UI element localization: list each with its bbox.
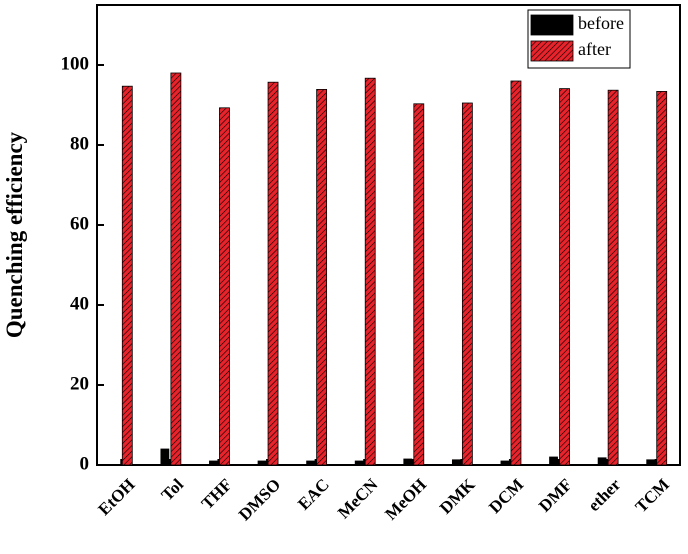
x-tick-label: EtOH xyxy=(94,475,138,519)
bar xyxy=(500,460,510,466)
x-tick-label: EAC xyxy=(294,475,333,514)
y-axis-label: Quenching efficiency xyxy=(2,131,27,338)
y-tick-label: 40 xyxy=(70,293,89,314)
bar-hatch xyxy=(170,73,181,465)
bar xyxy=(306,460,316,466)
y-tick-label: 20 xyxy=(70,373,89,394)
bar-hatch xyxy=(656,91,667,466)
bar xyxy=(549,456,558,466)
bar xyxy=(451,459,461,466)
x-tick-label: MeCN xyxy=(334,474,382,522)
y-tick-label: 60 xyxy=(70,213,89,234)
bar-hatch xyxy=(268,82,279,465)
bar-hatch xyxy=(608,90,619,465)
x-tick-label: Tol xyxy=(157,475,187,505)
legend-hatch xyxy=(531,41,573,61)
bar xyxy=(354,460,364,466)
x-tick-label: ether xyxy=(584,475,624,515)
bar-hatch xyxy=(413,103,424,466)
x-tick-label: TCM xyxy=(632,475,673,516)
legend-label: after xyxy=(578,39,611,59)
bar-hatch xyxy=(462,103,473,465)
legend-label: before xyxy=(578,13,624,33)
bar xyxy=(209,460,218,466)
x-tick-label: THF xyxy=(198,475,236,513)
y-tick-label: 80 xyxy=(70,133,89,154)
plot-frame xyxy=(96,4,681,466)
y-tick-label: 0 xyxy=(80,453,90,474)
x-tick-label: DMF xyxy=(535,475,576,516)
bar-hatch xyxy=(365,78,376,465)
bar-hatch xyxy=(559,88,570,465)
x-tick-label: DMK xyxy=(436,474,479,517)
bar xyxy=(160,448,170,466)
bar-hatch xyxy=(122,86,133,465)
bar-hatch xyxy=(316,89,327,466)
bar xyxy=(257,460,267,466)
x-tick-label: MeOH xyxy=(381,475,430,524)
bar-hatch xyxy=(219,107,230,466)
bar xyxy=(403,458,413,466)
bar xyxy=(646,459,656,466)
legend-swatch xyxy=(530,14,574,36)
x-tick-label: DMSO xyxy=(235,475,284,524)
y-tick-label: 100 xyxy=(61,53,90,74)
bar xyxy=(597,457,607,466)
bar-hatch xyxy=(510,81,521,465)
x-tick-label: DCM xyxy=(485,475,527,517)
